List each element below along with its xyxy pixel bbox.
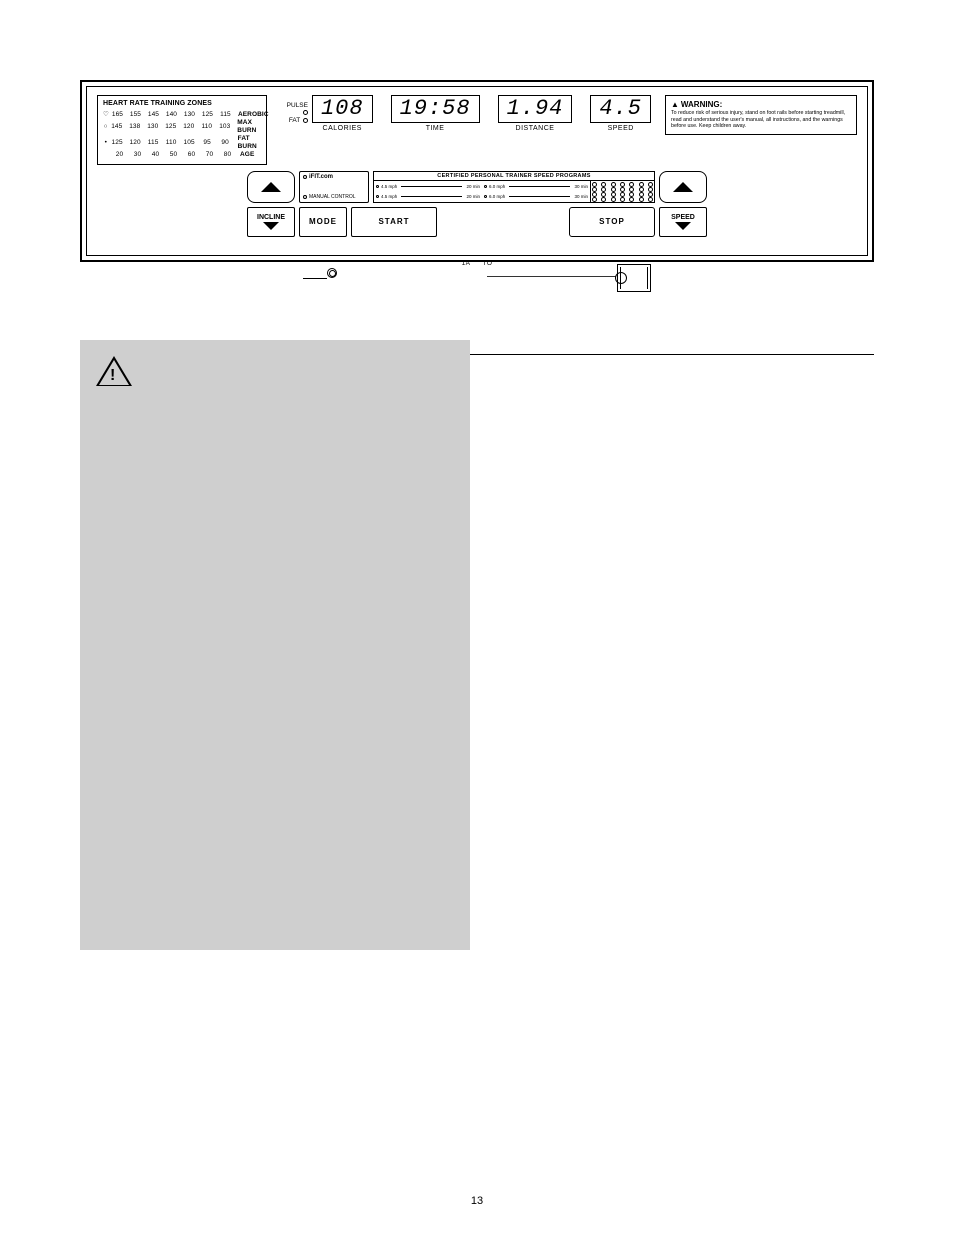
programs-strip: CERTIFIED PERSONAL TRAINER SPEED PROGRAM…	[373, 171, 655, 203]
console-panel: HEART RATE TRAINING ZONES ♡ 165 155 145 …	[80, 80, 874, 262]
programs-title: CERTIFIED PERSONAL TRAINER SPEED PROGRAM…	[374, 172, 654, 181]
heart-rate-zones-box: HEART RATE TRAINING ZONES ♡ 165 155 145 …	[97, 95, 267, 165]
speed-label: SPEED	[608, 125, 634, 132]
incline-down-button[interactable]: INCLINE	[247, 207, 295, 237]
distance-label: DISTANCE	[516, 125, 555, 132]
calories-label: CALORIES	[323, 125, 362, 132]
mode-button[interactable]: MODE	[299, 207, 347, 237]
warning-title: WARNING:	[671, 100, 851, 110]
key-fob-icon	[617, 264, 651, 292]
speed-display: 4.5	[590, 95, 651, 123]
incline-up-button[interactable]	[247, 171, 295, 203]
hr-zones-title: HEART RATE TRAINING ZONES	[103, 100, 261, 109]
speed-down-button[interactable]: SPEED	[659, 207, 707, 237]
caution-block: !	[80, 340, 470, 950]
ifit-mode-box[interactable]: iFIT.com MANUAL CONTROL	[299, 171, 369, 203]
calories-display: 108	[312, 95, 373, 123]
key-tab-label: 1A TO	[462, 260, 493, 267]
stop-button[interactable]: STOP	[569, 207, 655, 237]
time-display: 19:58	[391, 95, 480, 123]
pulse-fat-side-labels: PULSE FAT	[281, 102, 308, 125]
page-number: 13	[0, 1195, 954, 1207]
start-button[interactable]: START	[351, 207, 437, 237]
triangle-down-icon	[675, 222, 691, 230]
program-lamp-grid	[590, 181, 654, 203]
hr-row2-key: •	[103, 139, 109, 147]
warning-box: WARNING: To reduce risk of serious injur…	[665, 95, 857, 135]
hr-row0-key: ♡	[103, 111, 109, 119]
warning-body: To reduce risk of serious injury, stand …	[671, 110, 851, 130]
console-inner: HEART RATE TRAINING ZONES ♡ 165 155 145 …	[86, 86, 868, 256]
key-hole-icon	[327, 268, 337, 278]
speed-up-button[interactable]	[659, 171, 707, 203]
time-label: TIME	[426, 125, 445, 132]
displays-row: PULSE FAT 108 CALORIES 19:58 TIME 1.9	[275, 95, 657, 132]
triangle-down-icon	[263, 222, 279, 230]
safety-key-drawing	[303, 268, 651, 292]
triangle-up-icon	[261, 182, 281, 192]
distance-display: 1.94	[498, 95, 573, 123]
triangle-up-icon	[673, 182, 693, 192]
caution-triangle-icon: !	[96, 356, 132, 386]
hr-row1-key: ○	[103, 123, 108, 131]
